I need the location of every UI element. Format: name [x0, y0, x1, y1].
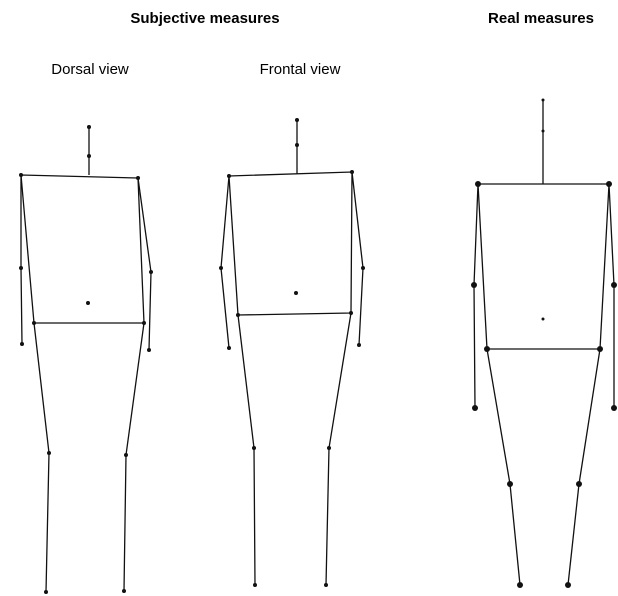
dorsal-label: Dorsal view [51, 61, 129, 78]
subjective-title: Subjective measures [130, 10, 279, 27]
frontal-figure [219, 118, 365, 587]
dorsal-figure [19, 125, 153, 594]
real-title: Real measures [488, 10, 594, 27]
real-figure [471, 98, 617, 588]
frontal-label: Frontal view [260, 61, 341, 78]
